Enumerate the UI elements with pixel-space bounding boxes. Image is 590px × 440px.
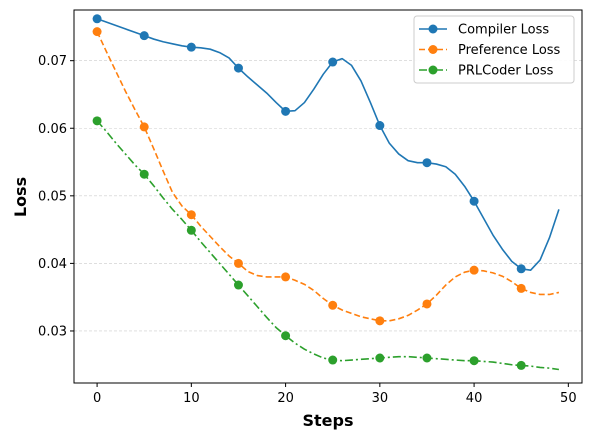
prlcoder-loss-point xyxy=(375,353,385,363)
compiler-loss-point xyxy=(469,196,479,206)
plot-frame xyxy=(73,9,583,384)
compiler-loss-point xyxy=(233,63,243,73)
legend-prlcoder-loss-label: PRLCoder Loss xyxy=(458,64,554,79)
x-tick-label: 40 xyxy=(466,391,483,406)
preference-loss-point xyxy=(233,258,243,268)
preference-loss-point xyxy=(328,300,338,310)
compiler-loss-point xyxy=(516,264,526,274)
prlcoder-loss-point xyxy=(92,116,102,126)
preference-loss-point xyxy=(281,272,291,282)
gridlines xyxy=(74,60,582,332)
legend-compiler-loss-label: Compiler Loss xyxy=(458,23,549,38)
y-tick-label: 0.07 xyxy=(38,54,67,69)
compiler-loss-point xyxy=(375,121,385,131)
legend-prlcoder-loss-marker xyxy=(428,65,438,75)
preference-loss-point xyxy=(469,265,479,275)
compiler-loss-point xyxy=(422,158,432,168)
compiler-loss-point xyxy=(92,14,102,24)
series-lines xyxy=(92,14,560,371)
legend-preference-loss-marker xyxy=(428,45,438,54)
compiler-loss-point xyxy=(186,42,196,52)
x-tick-label: 10 xyxy=(183,391,200,406)
x-tick-label: 20 xyxy=(277,391,294,406)
x-tick-label: 50 xyxy=(560,391,577,406)
preference-loss-line xyxy=(96,31,560,322)
prlcoder-loss-point xyxy=(139,169,149,179)
y-tick-label: 0.04 xyxy=(38,257,67,272)
compiler-loss-point xyxy=(328,57,338,67)
prlcoder-loss-point xyxy=(469,356,479,366)
x-tick-label: 30 xyxy=(372,391,389,406)
y-tick-label: 0.03 xyxy=(38,324,67,339)
x-axis-title: Steps xyxy=(303,411,354,430)
prlcoder-loss-line xyxy=(96,120,560,371)
prlcoder-loss-point xyxy=(186,225,196,235)
preference-loss-point xyxy=(139,122,149,132)
prlcoder-loss-point xyxy=(328,355,338,365)
x-tick-label: 0 xyxy=(93,391,101,406)
y-axis-title: Loss xyxy=(11,177,30,217)
legend-preference-loss-label: Preference Loss xyxy=(458,43,561,58)
legend-compiler-loss-marker xyxy=(428,24,438,34)
compiler-loss-point xyxy=(139,31,149,41)
y-tick-label: 0.06 xyxy=(38,122,67,137)
prlcoder-loss-point xyxy=(422,353,432,363)
preference-loss-point xyxy=(92,27,102,37)
prlcoder-loss-point xyxy=(516,360,526,370)
preference-loss-point xyxy=(422,299,432,309)
compiler-loss-line xyxy=(96,18,560,271)
prlcoder-loss-point xyxy=(233,280,243,290)
axis-ticks: 0.03 0.04 0.05 0.06 0.07 0 10 20 30 40 50 xyxy=(38,54,577,406)
preference-loss-point xyxy=(375,316,385,326)
legend-box xyxy=(413,15,575,84)
y-tick-label: 0.05 xyxy=(38,189,67,204)
compiler-loss-point xyxy=(281,106,291,116)
preference-loss-point xyxy=(186,210,196,220)
prlcoder-loss-point xyxy=(281,331,291,341)
preference-loss-point xyxy=(516,283,526,293)
legend: Compiler Loss Preference Loss PRLCoder Los… xyxy=(413,15,575,84)
